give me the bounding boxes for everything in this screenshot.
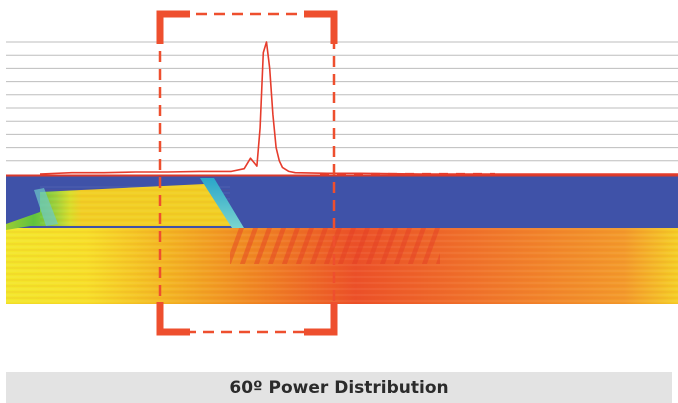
focus-marker-box xyxy=(158,12,336,334)
focus-marker-corner-bottom-left xyxy=(156,302,190,336)
figure-caption: 60º Power Distribution xyxy=(229,377,449,398)
upper-power-stripes xyxy=(40,186,230,226)
beam-edge xyxy=(200,178,244,228)
power-profile-line xyxy=(39,41,678,175)
focus-marker-corner-top-left xyxy=(156,10,190,44)
field-map xyxy=(6,176,678,304)
grid-lines xyxy=(6,41,678,162)
focus-marker-corner-bottom-right xyxy=(304,302,338,336)
beam-edge-left xyxy=(34,188,58,226)
caption-bar: 60º Power Distribution xyxy=(6,372,672,403)
focus-marker xyxy=(156,10,338,336)
focus-marker-corner-top-right xyxy=(304,10,338,44)
